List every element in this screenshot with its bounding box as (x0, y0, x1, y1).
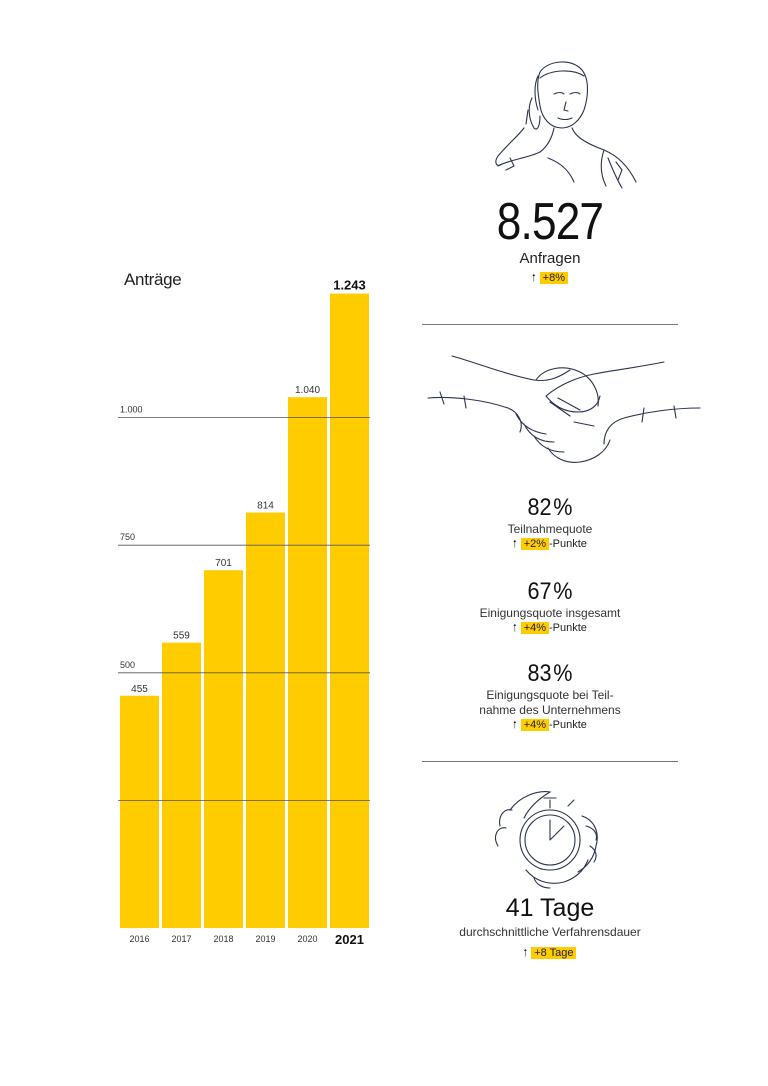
percent-sign: % (553, 494, 573, 521)
agreement-company-change-suffix: -Punkte (549, 719, 587, 731)
bar-2016 (120, 695, 159, 928)
percent-sign: % (553, 660, 573, 687)
duration-change: 🠑 +8 Tage (420, 946, 680, 963)
agreement-company-change-value: +4% (520, 719, 550, 731)
up-arrow-icon: 🠑 (532, 273, 536, 284)
up-arrow-icon: 🠑 (523, 948, 528, 959)
gridline-label-1000: 1.000 (120, 405, 143, 415)
participation-change-suffix: -Punkte (549, 538, 587, 550)
agreement-company-label-2: nahme des Unternehmens (479, 703, 621, 717)
inquiries-count: 8.527 (496, 193, 604, 251)
agreement-total-change: 🠑 +4% -Punkte (420, 621, 680, 638)
bar-2020 (288, 397, 327, 929)
participation-change: 🠑 +2% -Punkte (420, 537, 680, 554)
agreement-total-label: Einigungsquote insgesamt (479, 606, 621, 620)
handshake-icon (427, 355, 701, 463)
inquiries-change: 🠑 +8% (420, 271, 680, 288)
bar-value-label-2016: 455 (131, 684, 148, 695)
x-tick-label-2018: 2018 (213, 934, 233, 944)
up-arrow-icon: 🠑 (513, 623, 517, 634)
percent-sign: % (553, 578, 573, 605)
duration-value: 41 Tage (505, 894, 595, 922)
bar-value-label-2018: 701 (215, 558, 232, 569)
gridline-label-750: 750 (120, 532, 135, 542)
x-tick-label-2016: 2016 (129, 934, 149, 944)
chart-title: Anträge (124, 270, 182, 289)
x-tick-label-2017: 2017 (171, 934, 191, 944)
bar-value-label-2020: 1.040 (295, 385, 320, 396)
bar-value-label-2021: 1.243 (333, 278, 366, 293)
agreement-total-rate: 67% (433, 578, 667, 606)
agreement-company-value: 83 (527, 660, 552, 687)
duration-label: durchschnittliche Verfahrensdauer (459, 925, 641, 939)
up-arrow-icon: 🠑 (513, 720, 517, 731)
agreement-company-label-1: Einigungsquote bei Teil- (486, 688, 614, 702)
x-tick-label-2019: 2019 (255, 934, 275, 944)
participation-rate: 82% (433, 494, 667, 522)
agreement-total-value: 67 (527, 578, 552, 605)
agreement-total-change-value: +4% (520, 622, 550, 634)
duration-change-value: +8 Tage (531, 947, 577, 959)
bar-value-label-2019: 814 (257, 501, 274, 512)
inquiries-change-value: +8% (539, 272, 568, 284)
bar-2018 (204, 570, 243, 928)
stopwatch-in-hand-icon (495, 791, 598, 889)
participation-change-value: +2% (520, 538, 550, 550)
agreement-company-change: 🠑 +4% -Punkte (420, 718, 680, 735)
bar-2019 (246, 512, 285, 928)
bar-2017 (162, 642, 201, 928)
woman-on-phone-icon (495, 61, 637, 189)
up-arrow-icon: 🠑 (513, 539, 517, 550)
gridline-label-500: 500 (120, 660, 135, 670)
participation-rate-value: 82 (527, 494, 552, 521)
divider (422, 324, 678, 325)
participation-label: Teilnahmequote (507, 522, 593, 536)
bar-value-label-2017: 559 (173, 631, 190, 642)
bar-2021 (330, 293, 369, 928)
agreement-total-change-suffix: -Punkte (549, 622, 587, 634)
divider (422, 761, 678, 762)
x-tick-label-2020: 2020 (297, 934, 317, 944)
x-tick-label-2021: 2021 (335, 932, 364, 947)
agreement-company-rate: 83% (433, 660, 667, 688)
inquiries-label: Anfragen (519, 250, 581, 267)
